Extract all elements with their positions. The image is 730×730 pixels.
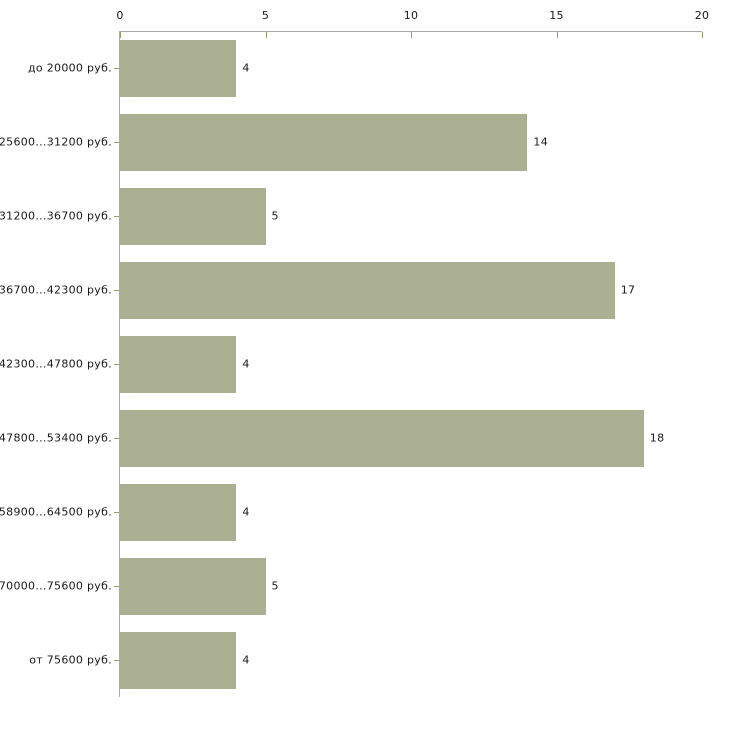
- x-axis-tick-label: 20: [694, 9, 710, 22]
- bar: [120, 188, 266, 245]
- y-axis-tick-mark: [114, 586, 119, 587]
- y-axis-tick-mark: [114, 660, 119, 661]
- bar: [120, 114, 528, 171]
- y-axis-tick-mark: [114, 68, 119, 69]
- bar: [120, 410, 644, 467]
- category-label: 31200...36700 руб.: [0, 209, 112, 223]
- x-axis-tick-mark: [265, 32, 267, 38]
- bar: [120, 336, 237, 393]
- bar-value-label: 4: [242, 505, 250, 519]
- x-axis-tick-mark: [702, 32, 703, 38]
- x-axis-tick-mark: [556, 32, 558, 38]
- category-label: 25600...31200 руб.: [0, 135, 112, 149]
- y-axis-tick-mark: [114, 290, 119, 291]
- x-axis-tick-label: 0: [116, 9, 124, 22]
- bar: [120, 262, 615, 319]
- y-axis-tick-mark: [114, 142, 119, 143]
- x-axis-tick-label: 10: [403, 9, 419, 22]
- bar: [120, 40, 237, 97]
- category-label: 47800...53400 руб.: [0, 431, 112, 445]
- x-axis-line: [120, 31, 702, 32]
- category-label: от 75600 руб.: [29, 653, 112, 667]
- bar-value-label: 4: [242, 653, 250, 667]
- category-label: 36700...42300 руб.: [0, 283, 112, 297]
- bar: [120, 632, 237, 689]
- bar-value-label: 4: [242, 357, 250, 371]
- y-axis-tick-mark: [114, 512, 119, 513]
- bar-value-label: 17: [620, 283, 636, 297]
- y-axis-tick-mark: [114, 216, 119, 217]
- x-axis-tick-label: 15: [549, 9, 564, 22]
- x-axis-tick-mark: [411, 32, 412, 38]
- bar-value-label: 5: [271, 579, 279, 593]
- bar: [120, 558, 266, 615]
- bar-value-label: 18: [649, 431, 665, 445]
- category-label: до 20000 руб.: [28, 61, 112, 75]
- y-axis-tick-mark: [114, 438, 119, 439]
- bar-value-label: 4: [242, 61, 250, 75]
- bar-value-label: 5: [271, 209, 279, 223]
- category-label: 70000...75600 руб.: [0, 579, 112, 593]
- y-axis-line: [119, 31, 120, 697]
- bar-value-label: 14: [533, 135, 548, 149]
- x-axis-tick-mark: [120, 32, 121, 38]
- bar: [120, 484, 237, 541]
- category-label: 42300...47800 руб.: [0, 357, 112, 371]
- y-axis-tick-mark: [114, 364, 119, 365]
- category-label: 58900...64500 руб.: [0, 505, 112, 519]
- x-axis-tick-label: 5: [261, 9, 270, 22]
